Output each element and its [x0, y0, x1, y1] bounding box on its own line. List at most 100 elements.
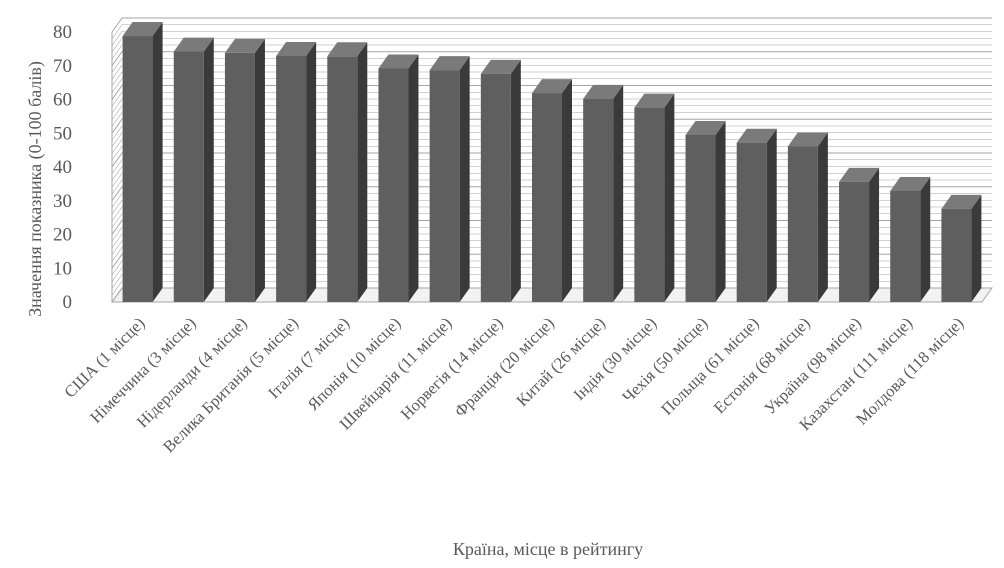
bar	[583, 84, 624, 302]
bar-side	[715, 120, 726, 302]
bar-front	[839, 181, 870, 302]
bar-top	[532, 79, 572, 94]
minor-gridline	[111, 31, 992, 46]
y-tick-label: 40	[53, 157, 72, 178]
bar-front	[327, 56, 358, 302]
bar-front	[276, 55, 307, 303]
bar-side	[817, 132, 828, 302]
bar-side	[869, 167, 880, 302]
y-tick-label: 80	[53, 22, 72, 43]
bar-top	[941, 194, 982, 209]
bar-front	[583, 98, 614, 302]
bar-top	[327, 42, 368, 57]
bar-top	[276, 41, 317, 56]
bar-side	[254, 38, 265, 303]
bars	[122, 22, 982, 303]
bar	[634, 93, 675, 302]
y-tick-label: 20	[53, 225, 72, 246]
bar-front	[173, 51, 204, 303]
bar	[736, 128, 777, 302]
bar-side	[613, 84, 624, 302]
bar-top	[480, 59, 521, 74]
bar-top	[736, 128, 777, 143]
bar-side	[766, 128, 777, 302]
bar-side	[920, 176, 931, 302]
bar-side	[357, 42, 368, 303]
bar-front	[224, 52, 255, 302]
bar-side	[510, 59, 521, 302]
y-tick-label: 50	[53, 123, 72, 144]
bar	[276, 41, 317, 303]
bar	[532, 79, 572, 303]
minor-gridline	[111, 44, 992, 60]
minor-gridline	[111, 105, 992, 120]
bar-top	[839, 167, 880, 182]
bar-side	[971, 194, 982, 302]
bar-side	[408, 54, 419, 303]
x-tick-labels: США (1 місце)Німеччина (3 місце)Нідерлан…	[60, 313, 967, 456]
minor-gridline	[111, 64, 992, 80]
bar	[685, 120, 726, 302]
bar	[173, 37, 214, 303]
y-tick-label: 60	[53, 90, 72, 111]
bar-top	[378, 54, 419, 69]
x-tick-label: Китай (26 місце)	[512, 313, 609, 410]
bar	[378, 54, 419, 303]
bar-top	[634, 93, 675, 108]
bar-top	[583, 84, 624, 99]
bar-side	[562, 79, 572, 303]
bar-side	[459, 56, 470, 303]
major-gridline	[111, 85, 992, 100]
minor-gridline	[111, 71, 992, 87]
bar-side	[152, 22, 163, 303]
bar-front	[787, 146, 818, 302]
major-gridline	[111, 51, 992, 67]
y-tick-labels: 0 10 20 30 40 50 60 70 80	[53, 22, 72, 313]
bar-side	[203, 37, 214, 302]
bar-top	[173, 37, 214, 52]
bar-top	[224, 38, 265, 53]
bar	[890, 176, 931, 302]
bar-front	[634, 107, 665, 302]
minor-gridline	[111, 98, 992, 114]
bar-front	[378, 68, 409, 302]
bar	[122, 22, 163, 303]
bar-front	[429, 70, 460, 302]
bar-front	[736, 142, 767, 302]
y-tick-label: 70	[53, 56, 72, 77]
bar-front	[941, 208, 972, 302]
bar-top	[787, 132, 828, 147]
bar-top	[429, 56, 470, 71]
bar	[224, 38, 265, 303]
y-tick-label: 0	[63, 292, 73, 313]
minor-gridline	[111, 24, 992, 39]
bar	[941, 194, 982, 302]
bar	[787, 132, 828, 302]
major-gridline	[111, 118, 992, 134]
bar	[480, 59, 521, 302]
bar-front	[122, 36, 153, 303]
bar-side	[664, 93, 675, 302]
bar-top	[122, 22, 163, 37]
minor-gridline	[111, 78, 992, 93]
minor-gridline	[111, 37, 992, 53]
bar-top	[685, 120, 726, 135]
minor-gridline	[111, 91, 992, 107]
bar	[327, 42, 368, 303]
major-gridline	[111, 17, 992, 33]
x-tick-label: Японія (10 місце)	[304, 313, 405, 414]
bar	[839, 167, 880, 302]
minor-gridline	[111, 58, 992, 73]
bar-front	[532, 93, 562, 303]
x-axis-title: Країна, місце в рейтингу	[453, 539, 643, 559]
y-axis-title: Значення показника (0-100 балів)	[25, 61, 46, 317]
bar-front	[890, 190, 921, 302]
y-tick-label: 10	[53, 258, 72, 279]
y-tick-label: 30	[53, 191, 72, 212]
bar	[429, 56, 470, 303]
bar-side	[306, 41, 317, 303]
minor-gridline	[111, 112, 992, 127]
bar-front	[685, 134, 716, 302]
